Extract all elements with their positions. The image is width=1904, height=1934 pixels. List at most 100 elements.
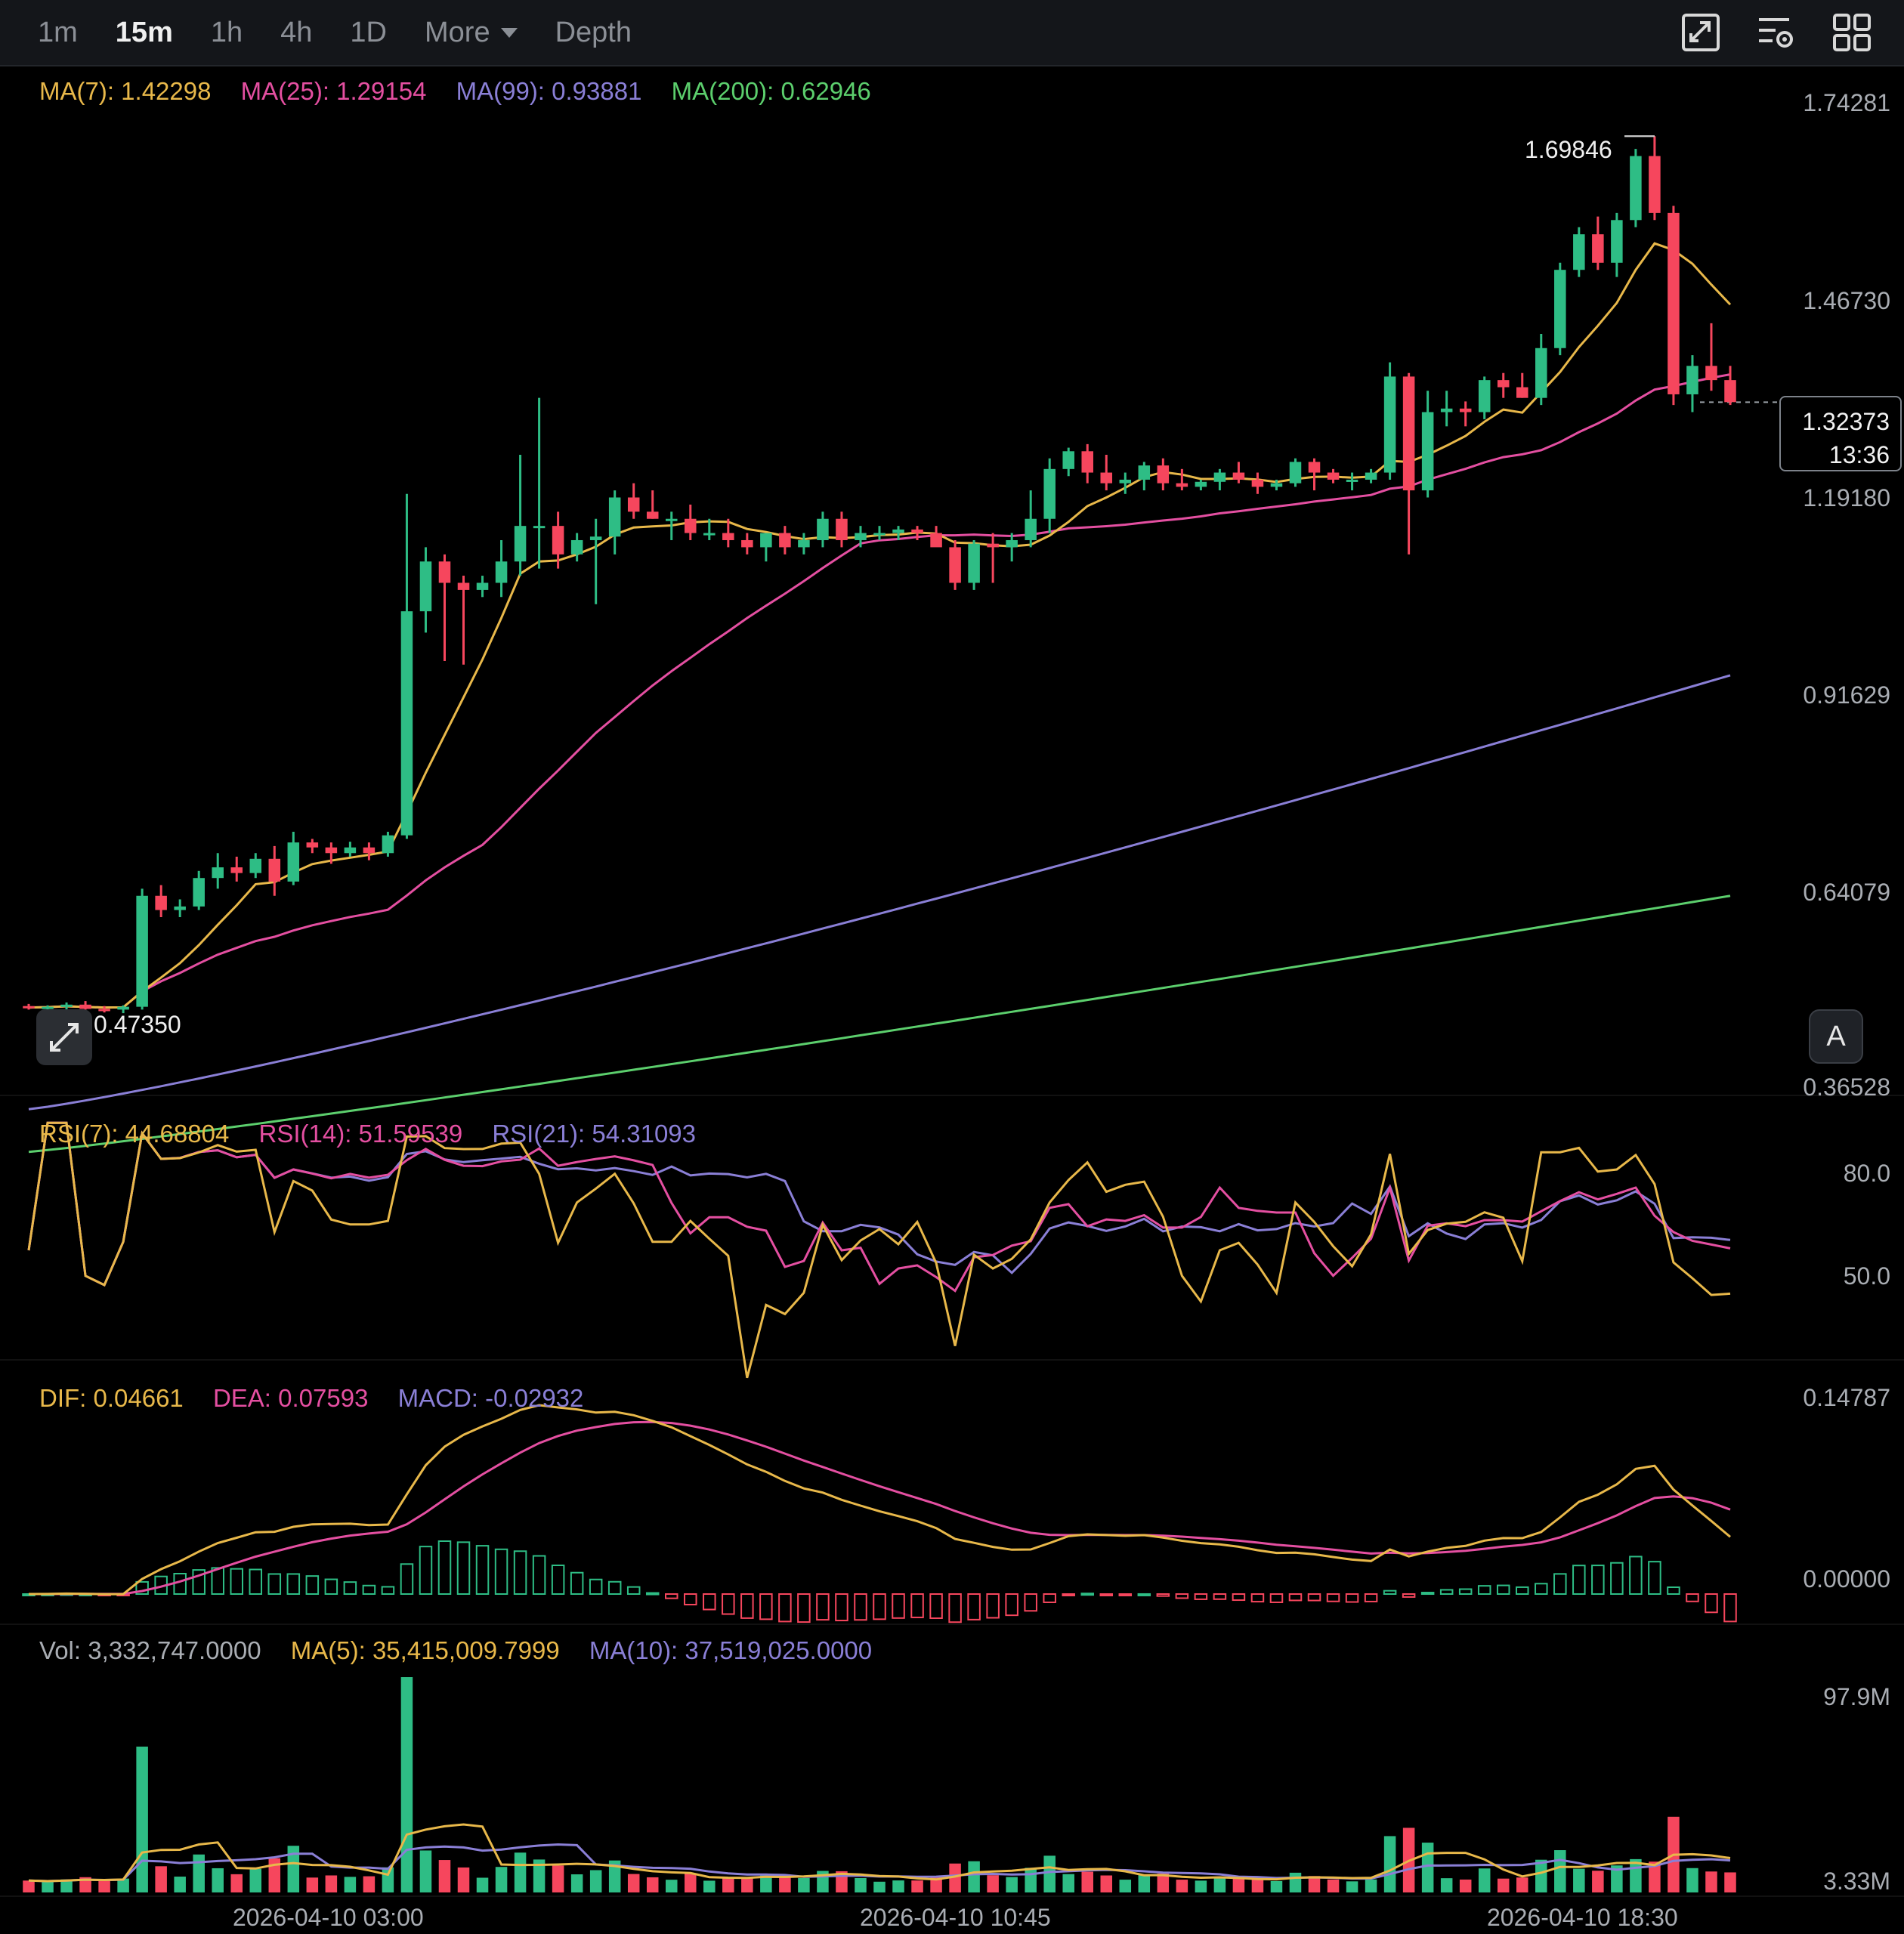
macd-histogram-bar <box>892 1593 905 1619</box>
volume-bar <box>570 1874 583 1892</box>
expand-chart-button[interactable] <box>36 1009 92 1065</box>
candle-body <box>42 1006 54 1009</box>
interval-1d[interactable]: 1D <box>350 16 387 48</box>
macd-histogram-bar <box>929 1593 943 1619</box>
candle-body <box>400 611 413 836</box>
rsi-axis-label: 50.0 <box>1843 1262 1890 1290</box>
dif-line <box>28 1404 1731 1596</box>
interval-1m[interactable]: 1m <box>38 16 78 48</box>
macd-histogram-bar <box>1175 1593 1189 1599</box>
macd-histogram-bar <box>722 1593 735 1615</box>
volume-bar <box>855 1877 867 1892</box>
candle-body <box>741 539 753 548</box>
dea-legend: DEA: 0.07593 <box>212 1384 369 1412</box>
rsi-axis-label: 80.0 <box>1843 1160 1890 1187</box>
fullscreen-chart-icon[interactable] <box>1679 11 1723 54</box>
macd-histogram-bar <box>1024 1593 1037 1612</box>
candle-body <box>1705 366 1717 381</box>
vol-legend: Vol: 3,332,747.0000 <box>39 1636 261 1664</box>
volume-bar <box>1308 1876 1321 1892</box>
timeframe-toolbar: 1m 15m 1h 4h 1D More Depth <box>0 0 1904 66</box>
volume-bar <box>760 1874 772 1892</box>
candle-body <box>1554 270 1566 348</box>
indicator-settings-icon[interactable] <box>1754 11 1798 54</box>
candle-body <box>495 561 508 583</box>
macd-histogram-bar <box>1062 1593 1075 1596</box>
depth-tab[interactable]: Depth <box>555 16 632 48</box>
macd-histogram-bar <box>1288 1593 1303 1602</box>
macd-histogram-bar <box>967 1593 981 1620</box>
ma25-legend: MA(25): 1.29154 <box>240 77 427 105</box>
candle-body <box>627 497 640 512</box>
volume-bar <box>1611 1865 1623 1892</box>
volume-bar <box>987 1875 999 1892</box>
volume-bar <box>1383 1836 1396 1892</box>
candle-body <box>873 533 886 536</box>
macd-histogram-bar <box>1005 1593 1018 1617</box>
volume-bar <box>363 1876 376 1892</box>
candle-body <box>1043 468 1056 519</box>
macd-histogram-bar <box>1572 1565 1586 1595</box>
layout-grid-icon[interactable] <box>1830 11 1874 54</box>
volume-bar <box>873 1881 886 1892</box>
volume-bar <box>344 1877 357 1892</box>
macd-histogram-bar <box>532 1555 546 1595</box>
macd-histogram-bar <box>703 1593 716 1611</box>
macd-histogram-bar <box>513 1550 527 1596</box>
ma200-line <box>28 894 1731 1154</box>
volume-bar <box>1649 1861 1661 1892</box>
volume-bar <box>1081 1871 1094 1892</box>
candle-body <box>1592 234 1604 263</box>
macd-histogram-bar <box>626 1586 641 1595</box>
candle-body <box>98 1009 110 1012</box>
candle-body <box>646 511 659 519</box>
volume-bar <box>1213 1877 1226 1892</box>
volume-bar <box>722 1877 734 1892</box>
kline-chart[interactable] <box>0 65 1904 1934</box>
time-axis-label: 2026-04-10 03:00 <box>233 1904 424 1931</box>
volume-bar <box>1289 1872 1302 1892</box>
volume-bar <box>1025 1868 1037 1892</box>
candle-body <box>552 526 564 555</box>
low-price-marker: 0.47350 <box>94 1011 181 1038</box>
more-intervals-dropdown[interactable]: More <box>425 17 518 49</box>
candle-body <box>760 533 772 548</box>
volume-bar <box>627 1874 640 1892</box>
time-axis-label: 2026-04-10 10:45 <box>860 1904 1051 1931</box>
volume-bar <box>1157 1874 1170 1892</box>
macd-histogram-bar <box>1553 1573 1567 1595</box>
macd-histogram-bar <box>910 1593 924 1618</box>
dif-legend: DIF: 0.04661 <box>39 1384 184 1412</box>
volume-bar <box>608 1860 621 1892</box>
volume-bar <box>779 1874 791 1892</box>
interval-4h[interactable]: 4h <box>280 16 313 48</box>
macd-histogram-bar <box>419 1546 433 1596</box>
volume-bar <box>911 1880 923 1892</box>
volume-bar <box>1346 1881 1358 1892</box>
candle-body <box>363 847 376 854</box>
price-axis-label: 0.36528 <box>1803 1074 1890 1101</box>
candle-body <box>949 547 961 583</box>
interval-15m[interactable]: 15m <box>115 16 173 48</box>
candle-body <box>1365 472 1377 480</box>
price-axis-label: 1.19180 <box>1803 484 1890 511</box>
candle-body <box>836 518 848 540</box>
candle-body <box>306 842 319 848</box>
ma25-line <box>28 373 1731 1009</box>
macd-histogram-bar <box>1099 1593 1114 1596</box>
volume-bar <box>533 1859 546 1892</box>
candle-body <box>1573 234 1585 270</box>
auto-scale-button[interactable]: A <box>1809 1009 1863 1064</box>
volume-bar <box>60 1879 73 1892</box>
volume-bar <box>98 1880 110 1892</box>
volume-bar <box>589 1870 602 1892</box>
interval-1h[interactable]: 1h <box>210 16 243 48</box>
volume-bar <box>1100 1875 1113 1892</box>
volume-bar <box>1365 1879 1377 1892</box>
chart-tools <box>1679 11 1874 54</box>
macd-histogram-bar <box>835 1593 848 1622</box>
volume-bar <box>1195 1880 1207 1892</box>
candle-body <box>325 847 338 854</box>
macd-histogram-bar <box>816 1593 830 1621</box>
ma7-legend: MA(7): 1.42298 <box>39 77 212 105</box>
